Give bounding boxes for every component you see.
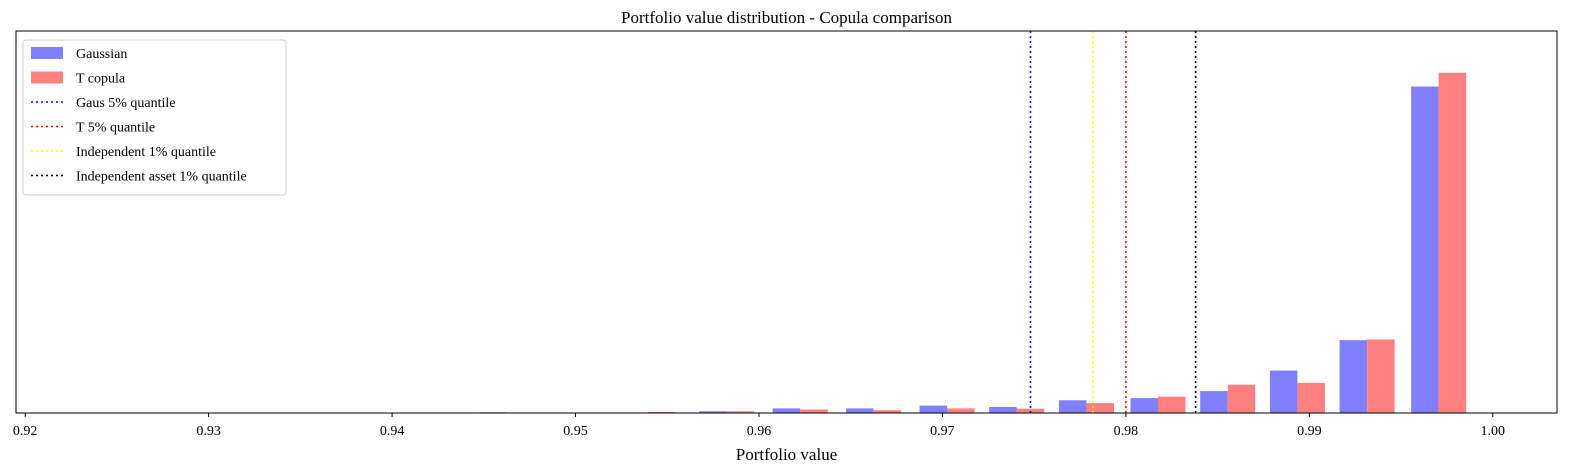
t-copula-bar-2: [800, 409, 828, 413]
gaussian-bar-8: [1058, 400, 1087, 413]
vlines-layer: [1029, 31, 1197, 413]
bars-layer: [479, 72, 1467, 414]
t-copula-bar-3: [873, 410, 902, 413]
x-axis: 0.92 0.93 0.94 0.95 0.96 0.97 0.98 0.99 1.00: [13, 413, 1505, 439]
legend-label-5: Independent asset 1% quantile: [76, 170, 247, 185]
gaussian-bar-6: [919, 405, 948, 413]
t-copula-bar-11: [1438, 72, 1467, 414]
x-tick-label-1: 0.93: [196, 424, 221, 439]
x-axis-label: Portfolio value: [736, 445, 838, 464]
t-copula-bar-4: [947, 408, 975, 413]
gaussian-bar-9: [1130, 398, 1158, 413]
plot-frame: [15, 30, 1558, 414]
t-copula-bar-9: [1297, 382, 1325, 413]
chart-title: Portfolio value distribution - Copula co…: [621, 8, 952, 27]
legend-box: [22, 39, 287, 196]
legend-label-1: T copula: [76, 72, 126, 87]
gaussian-bar-4: [772, 408, 801, 413]
t-copula-bar-6: [1086, 403, 1114, 413]
t-copula-bar-10: [1367, 339, 1395, 413]
gaussian-bar-3: [699, 411, 727, 413]
legend-label-4: Independent 1% quantile: [76, 145, 216, 160]
t-copula-bar-5: [1016, 408, 1045, 413]
gaussian-bar-11: [1269, 370, 1298, 413]
gaussian-bar-7: [989, 406, 1017, 413]
gaussian-bar-13: [1411, 86, 1439, 413]
x-tick-label-2: 0.94: [380, 424, 405, 439]
x-tick-label-7: 0.99: [1297, 424, 1322, 439]
x-tick-label-3: 0.95: [563, 424, 588, 439]
t-copula-bar-0: [647, 411, 676, 413]
x-tick-label-6: 0.98: [1114, 424, 1139, 439]
gaussian-bar-10: [1200, 391, 1228, 413]
gaussian-bar-12: [1339, 340, 1368, 413]
t-copula-bar-8: [1227, 384, 1256, 413]
legend-label-0: Gaussian: [76, 47, 127, 62]
gaussian-bar-5: [846, 408, 874, 413]
legend-label-3: T 5% quantile: [76, 121, 155, 136]
t-copula-bar-1: [726, 411, 755, 413]
legend-label-2: Gaus 5% quantile: [76, 96, 176, 111]
x-tick-label-5: 0.97: [930, 424, 955, 439]
t-copula-bar-7: [1157, 396, 1186, 413]
x-tick-label-4: 0.96: [747, 424, 772, 439]
legend: Gaussian T copula Gaus 5% quantile T 5% qua…: [22, 39, 287, 196]
legend-swatch-1: [31, 71, 63, 84]
x-tick-label-8: 1.00: [1481, 424, 1506, 439]
legend-swatch-0: [31, 47, 63, 59]
x-tick-label-0: 0.92: [13, 424, 38, 439]
